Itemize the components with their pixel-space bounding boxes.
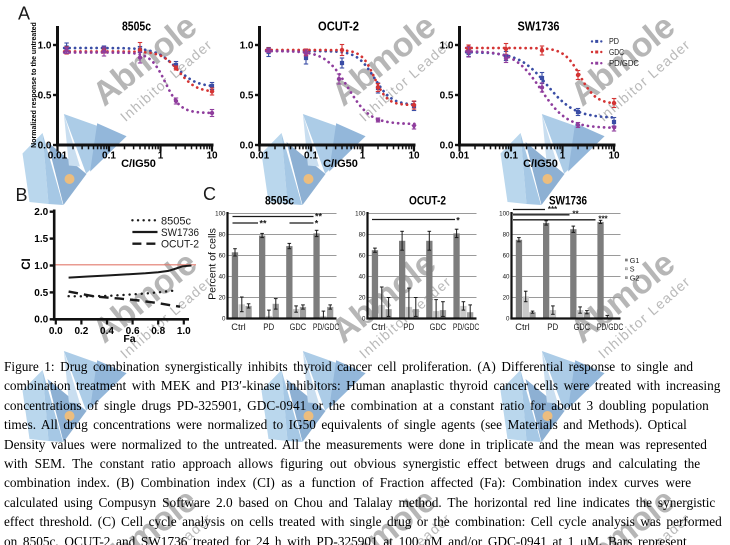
svg-text:Ctrl: Ctrl bbox=[231, 322, 246, 333]
svg-text:OCUT-2: OCUT-2 bbox=[409, 196, 446, 208]
svg-text:1.0: 1.0 bbox=[38, 40, 52, 51]
svg-text:A: A bbox=[18, 4, 30, 24]
svg-text:80: 80 bbox=[359, 232, 366, 239]
svg-text:G1: G1 bbox=[630, 256, 640, 265]
svg-text:0.5: 0.5 bbox=[34, 288, 48, 299]
svg-text:B: B bbox=[16, 185, 28, 205]
svg-text:GDC: GDC bbox=[574, 322, 591, 333]
svg-text:0.0: 0.0 bbox=[440, 140, 454, 151]
svg-text:0: 0 bbox=[222, 316, 226, 323]
svg-text:0.5: 0.5 bbox=[38, 90, 52, 101]
svg-text:10: 10 bbox=[408, 151, 420, 162]
svg-text:1: 1 bbox=[560, 151, 566, 162]
svg-text:SW1736: SW1736 bbox=[518, 20, 560, 34]
svg-text:100: 100 bbox=[499, 211, 510, 218]
svg-text:PD: PD bbox=[403, 322, 414, 333]
svg-text:0.5: 0.5 bbox=[440, 90, 454, 101]
svg-text:Fa: Fa bbox=[123, 333, 135, 345]
svg-text:S: S bbox=[630, 265, 635, 274]
svg-text:Normalized response to the unt: Normalized response to the untreated bbox=[31, 22, 38, 148]
svg-text:**: ** bbox=[315, 212, 323, 222]
svg-text:**: ** bbox=[259, 219, 267, 229]
svg-text:Ctrl: Ctrl bbox=[515, 322, 530, 333]
svg-text:OCUT-2: OCUT-2 bbox=[318, 20, 359, 34]
svg-text:100: 100 bbox=[215, 211, 226, 218]
svg-text:*: * bbox=[456, 216, 460, 226]
svg-text:GDC: GDC bbox=[430, 322, 447, 333]
svg-text:0.8: 0.8 bbox=[151, 326, 165, 337]
svg-text:**: ** bbox=[572, 210, 579, 219]
svg-text:0.1: 0.1 bbox=[102, 151, 116, 162]
svg-text:0: 0 bbox=[362, 316, 366, 323]
svg-text:0.2: 0.2 bbox=[74, 326, 88, 337]
svg-text:80: 80 bbox=[503, 232, 510, 239]
svg-text:0.6: 0.6 bbox=[126, 326, 140, 337]
svg-text:80: 80 bbox=[219, 232, 226, 239]
svg-text:20: 20 bbox=[503, 295, 510, 302]
svg-text:60: 60 bbox=[503, 253, 510, 260]
svg-text:0.01: 0.01 bbox=[450, 151, 470, 162]
svg-text:SW1736: SW1736 bbox=[161, 227, 199, 239]
svg-text:60: 60 bbox=[359, 253, 366, 260]
svg-text:40: 40 bbox=[503, 274, 510, 281]
svg-text:SW1736: SW1736 bbox=[549, 196, 587, 208]
svg-text:CI: CI bbox=[21, 258, 33, 270]
svg-text:20: 20 bbox=[359, 295, 366, 302]
svg-text:OCUT-2: OCUT-2 bbox=[161, 239, 199, 251]
svg-text:40: 40 bbox=[359, 274, 366, 281]
svg-text:10: 10 bbox=[608, 151, 620, 162]
svg-text:1.0: 1.0 bbox=[34, 261, 48, 272]
svg-text:1.0: 1.0 bbox=[177, 326, 191, 337]
svg-text:1.0: 1.0 bbox=[240, 40, 254, 51]
svg-text:PD/GDC: PD/GDC bbox=[453, 322, 480, 333]
svg-text:8505c: 8505c bbox=[265, 196, 295, 208]
svg-text:0.0: 0.0 bbox=[240, 140, 254, 151]
svg-text:C/IG50: C/IG50 bbox=[523, 158, 558, 170]
svg-text:10: 10 bbox=[206, 151, 218, 162]
svg-text:C/IG50: C/IG50 bbox=[323, 158, 358, 170]
svg-text:0.0: 0.0 bbox=[34, 315, 48, 326]
svg-text:2.0: 2.0 bbox=[34, 207, 48, 218]
svg-text:0.1: 0.1 bbox=[304, 151, 318, 162]
svg-text:PD/GDC: PD/GDC bbox=[609, 58, 639, 68]
svg-text:PD/GDC: PD/GDC bbox=[313, 322, 340, 333]
svg-text:0: 0 bbox=[506, 316, 510, 323]
svg-text:Percent of cells: Percent of cells bbox=[207, 228, 219, 300]
svg-text:1.5: 1.5 bbox=[34, 234, 48, 245]
svg-text:G2: G2 bbox=[630, 273, 640, 282]
svg-text:C/IG50: C/IG50 bbox=[121, 158, 156, 170]
svg-text:***: *** bbox=[598, 215, 608, 224]
svg-text:0.4: 0.4 bbox=[100, 326, 114, 337]
svg-text:0.0: 0.0 bbox=[38, 140, 52, 151]
svg-text:***: *** bbox=[548, 205, 558, 214]
svg-text:PD: PD bbox=[263, 322, 274, 333]
svg-text:40: 40 bbox=[219, 274, 226, 281]
svg-text:20: 20 bbox=[219, 295, 226, 302]
svg-text:*: * bbox=[315, 219, 319, 229]
svg-text:8505c: 8505c bbox=[161, 215, 191, 227]
svg-text:GDC: GDC bbox=[609, 47, 624, 57]
svg-text:0.0: 0.0 bbox=[49, 326, 63, 337]
svg-text:0.5: 0.5 bbox=[240, 90, 254, 101]
svg-text:1: 1 bbox=[158, 151, 164, 162]
svg-text:C: C bbox=[203, 184, 216, 204]
svg-text:60: 60 bbox=[219, 253, 226, 260]
svg-text:1.0: 1.0 bbox=[440, 40, 454, 51]
svg-text:PD: PD bbox=[609, 36, 619, 46]
svg-text:0.1: 0.1 bbox=[504, 151, 518, 162]
svg-text:PD/GDC: PD/GDC bbox=[597, 322, 624, 333]
svg-text:1: 1 bbox=[360, 151, 366, 162]
svg-text:PD: PD bbox=[547, 322, 558, 333]
svg-text:100: 100 bbox=[355, 211, 366, 218]
svg-text:0.01: 0.01 bbox=[250, 151, 270, 162]
svg-text:GDC: GDC bbox=[290, 322, 307, 333]
svg-text:8505c: 8505c bbox=[122, 20, 151, 34]
svg-text:0.01: 0.01 bbox=[48, 151, 68, 162]
svg-text:Ctrl: Ctrl bbox=[371, 322, 386, 333]
